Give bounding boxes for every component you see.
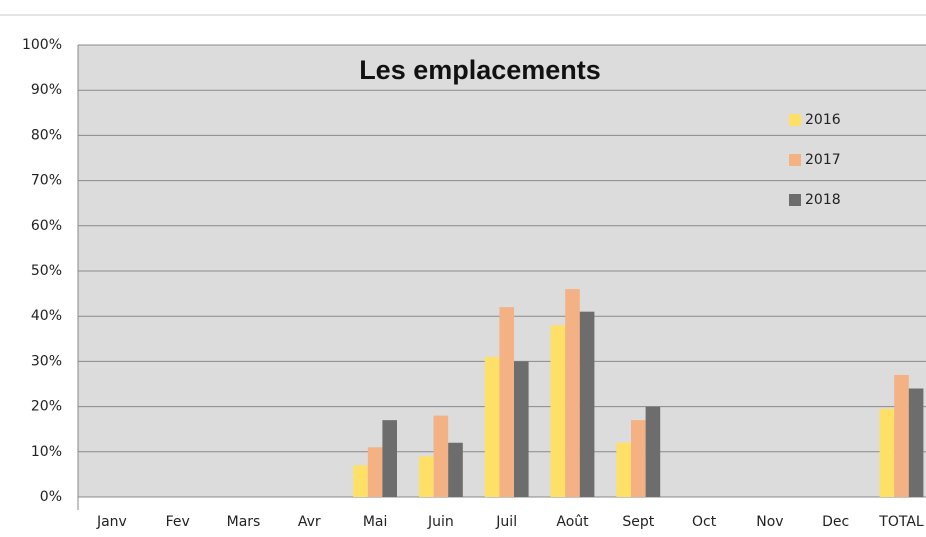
bar	[894, 374, 909, 497]
legend-label: 2018	[805, 192, 841, 208]
x-tick-label: Dec	[822, 514, 849, 530]
y-tick-label: 0%	[40, 489, 62, 505]
x-tick-label: Fev	[166, 514, 190, 530]
legend-swatch	[789, 114, 801, 126]
legend-label: 2016	[805, 112, 841, 128]
bar	[631, 420, 646, 497]
x-tick-label: Juin	[427, 514, 454, 530]
bar	[579, 311, 595, 497]
x-tick-label: Janv	[96, 514, 127, 530]
bar	[514, 361, 529, 497]
x-tick-label: Oct	[692, 514, 717, 530]
y-tick-label: 10%	[31, 444, 62, 460]
x-tick-label: Juil	[495, 514, 517, 530]
y-tick-label: 20%	[31, 399, 62, 415]
bar	[565, 289, 580, 497]
x-tick-label: Avr	[298, 514, 321, 530]
y-tick-label: 50%	[31, 263, 62, 279]
bar	[419, 456, 434, 497]
y-tick-label: 80%	[31, 127, 62, 143]
x-tick-label: Nov	[756, 514, 783, 530]
bar	[367, 447, 383, 497]
x-tick-label: Sept	[622, 514, 654, 530]
x-tick-label: Mars	[227, 514, 261, 530]
chart-title: Les emplacements	[359, 55, 601, 85]
legend-swatch	[789, 194, 801, 206]
x-tick-label: Mai	[363, 514, 388, 530]
x-tick-label: TOTAL	[878, 514, 924, 530]
bar	[908, 388, 924, 497]
bar	[550, 325, 566, 497]
legend-swatch	[789, 154, 801, 166]
bar	[499, 307, 514, 497]
y-tick-label: 100%	[22, 37, 62, 53]
y-tick-label: 30%	[31, 353, 62, 369]
x-tick-label: Août	[556, 514, 589, 530]
y-tick-label: 70%	[31, 173, 62, 189]
y-tick-label: 60%	[31, 218, 62, 234]
y-tick-label: 40%	[31, 308, 62, 324]
legend-label: 2017	[805, 152, 841, 168]
bar	[484, 356, 500, 497]
bar	[353, 465, 368, 497]
bar	[433, 415, 449, 497]
bar	[382, 420, 397, 497]
bar	[645, 406, 661, 497]
bar	[879, 408, 895, 497]
bar	[616, 442, 631, 497]
bar	[448, 442, 463, 497]
bars	[353, 289, 924, 497]
y-tick-label: 90%	[31, 82, 62, 98]
